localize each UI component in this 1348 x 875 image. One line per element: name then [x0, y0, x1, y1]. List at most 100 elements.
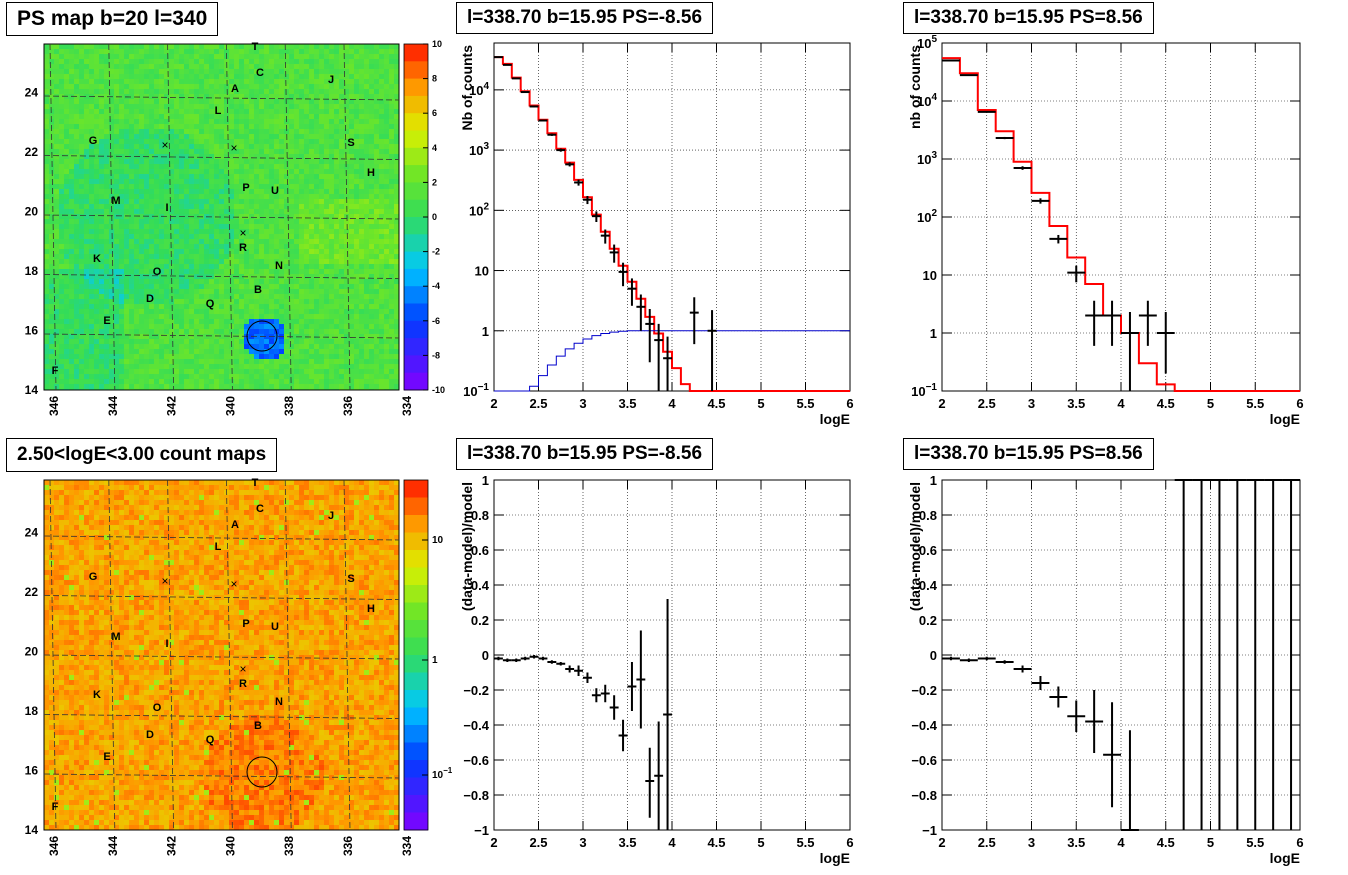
- map-pixel: [64, 304, 69, 309]
- map-pixel: [74, 69, 79, 74]
- map-pixel: [124, 244, 129, 249]
- map-pixel: [224, 94, 229, 99]
- map-pixel: [164, 274, 169, 279]
- map-pixel: [374, 364, 379, 369]
- map-pixel: [44, 89, 49, 94]
- map-pixel: [129, 279, 134, 284]
- map-pixel: [159, 229, 164, 234]
- map-pixel: [214, 49, 219, 54]
- map-pixel: [389, 339, 394, 344]
- map-pixel: [239, 364, 244, 369]
- map-pixel: [324, 169, 329, 174]
- map-pixel: [154, 294, 159, 299]
- map-pixel: [389, 334, 394, 339]
- map-pixel: [49, 319, 54, 324]
- map-pixel: [304, 309, 309, 314]
- map-pixel: [154, 344, 159, 349]
- map-pixel: [109, 359, 114, 364]
- map-pixel: [259, 124, 264, 129]
- map-pixel: [94, 129, 99, 134]
- map-pixel: [154, 54, 159, 59]
- map-pixel: [364, 129, 369, 134]
- map-pixel: [164, 64, 169, 69]
- map-pixel: [144, 49, 149, 54]
- map-pixel: [49, 314, 54, 319]
- map-pixel: [219, 54, 224, 59]
- map-pixel: [174, 74, 179, 79]
- map-pixel: [294, 349, 299, 354]
- map-pixel: [49, 139, 54, 144]
- map-pixel: [179, 69, 184, 74]
- map-pixel: [319, 104, 324, 109]
- map-pixel: [219, 59, 224, 64]
- map-pixel: [224, 269, 229, 274]
- map-pixel: [79, 329, 84, 334]
- map-pixel: [214, 329, 219, 334]
- map-pixel: [224, 139, 229, 144]
- map-pixel: [139, 339, 144, 344]
- map-pixel: [269, 309, 274, 314]
- map-pixel: [284, 359, 289, 364]
- map-pixel: [214, 204, 219, 209]
- map-pixel: [274, 289, 279, 294]
- map-pixel: [69, 84, 74, 89]
- map-pixel: [279, 99, 284, 104]
- map-pixel: [104, 74, 109, 79]
- map-pixel: [99, 69, 104, 74]
- map-pixel: [309, 64, 314, 69]
- map-pixel: [269, 59, 274, 64]
- map-pixel: [264, 124, 269, 129]
- map-pixel: [94, 264, 99, 269]
- map-pixel: [289, 329, 294, 334]
- map-pixel: [214, 324, 219, 329]
- map-pixel: [134, 279, 139, 284]
- map-pixel: [49, 99, 54, 104]
- map-pixel: [384, 324, 389, 329]
- map-pixel: [89, 164, 94, 169]
- map-pixel: [324, 199, 329, 204]
- map-pixel: [324, 104, 329, 109]
- map-pixel: [289, 374, 294, 379]
- map-pixel: [309, 184, 314, 189]
- map-pixel: [304, 264, 309, 269]
- map-pixel: [219, 269, 224, 274]
- map-pixel: [309, 199, 314, 204]
- map-pixel: [119, 314, 124, 319]
- map-pixel: [249, 239, 254, 244]
- map-pixel: [319, 134, 324, 139]
- map-pixel: [129, 374, 134, 379]
- map-pixel: [99, 59, 104, 64]
- map-pixel: [319, 79, 324, 84]
- map-pixel: [329, 239, 334, 244]
- map-pixel: [84, 144, 89, 149]
- map-pixel: [179, 109, 184, 114]
- map-pixel: [319, 149, 324, 154]
- map-pixel: [144, 354, 149, 359]
- map-pixel: [254, 164, 259, 169]
- map-pixel: [219, 129, 224, 134]
- map-pixel: [214, 359, 219, 364]
- map-pixel: [269, 269, 274, 274]
- map-pixel: [359, 179, 364, 184]
- map-pixel: [349, 164, 354, 169]
- map-pixel: [144, 69, 149, 74]
- map-pixel: [224, 124, 229, 129]
- map-pixel: [144, 59, 149, 64]
- map-pixel: [219, 359, 224, 364]
- map-pixel: [234, 189, 239, 194]
- map-pixel: [329, 109, 334, 114]
- map-pixel: [249, 174, 254, 179]
- map-pixel: [169, 54, 174, 59]
- map-pixel: [334, 59, 339, 64]
- map-pixel: [219, 219, 224, 224]
- map-pixel: [249, 354, 254, 359]
- map-pixel: [104, 264, 109, 269]
- map-pixel: [239, 274, 244, 279]
- map-pixel: [204, 379, 209, 384]
- map-pixel: [224, 249, 229, 254]
- map-pixel: [359, 119, 364, 124]
- map-pixel: [359, 209, 364, 214]
- map-pixel: [169, 349, 174, 354]
- map-pixel: [219, 74, 224, 79]
- map-pixel: [329, 339, 334, 344]
